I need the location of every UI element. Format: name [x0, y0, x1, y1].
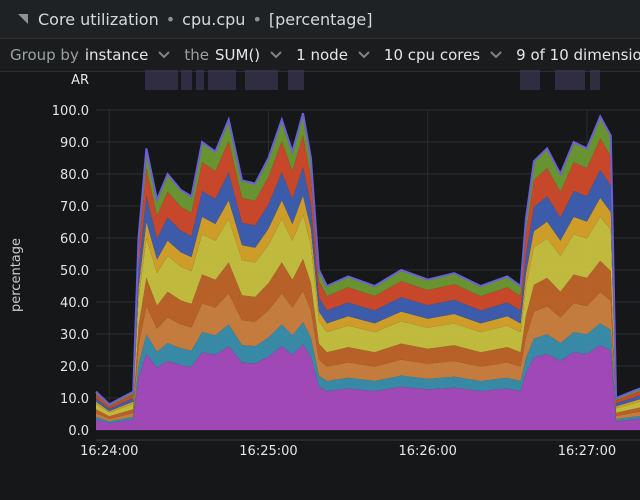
aggregation-value: SUM() [215, 46, 261, 64]
y-tick-label: 0.0 [68, 424, 89, 439]
anomaly-rate-bar [288, 70, 304, 90]
anomaly-row-label: AR [71, 73, 89, 88]
anomaly-rate-bar [181, 70, 192, 90]
area-layer [96, 322, 640, 424]
anomaly-rate-bar [196, 70, 204, 90]
anomaly-rate-bar [145, 70, 178, 90]
nodes-value: 1 node [296, 46, 348, 64]
y-tick-label: 30.0 [60, 328, 89, 343]
anomaly-rate-bar [555, 70, 585, 90]
chart-title: Core utilization [38, 9, 159, 29]
y-tick-label: 100.0 [52, 104, 89, 119]
chevron-down-icon [158, 51, 171, 59]
y-tick-label: 90.0 [60, 136, 89, 151]
chevron-down-icon [270, 51, 282, 59]
series-top-line [95, 112, 640, 406]
chart-toolbar: Group by instance the SUM() 1 node 10 cp… [0, 39, 640, 72]
x-tick-label: 16:25:00 [239, 444, 297, 459]
x-tick-label: 16:27:00 [558, 444, 616, 459]
y-tick-label: 80.0 [60, 168, 89, 183]
instances-dropdown[interactable]: 10 cpu cores [384, 46, 516, 64]
chart-title-bar: Core utilization • cpu.cpu • [percentage… [0, 0, 640, 39]
chevron-down-icon [490, 51, 502, 59]
area-layer [96, 258, 640, 419]
y-tick-label: 40.0 [60, 296, 89, 311]
anomaly-rate-bar [208, 70, 236, 90]
anomaly-rate-bar [520, 70, 540, 90]
nodes-dropdown[interactable]: 1 node [296, 46, 384, 64]
title-separator: • [252, 9, 262, 29]
area-layer [96, 344, 640, 430]
chevron-down-icon [358, 51, 370, 59]
chart-context: cpu.cpu [182, 9, 246, 29]
x-tick-label: 16:26:00 [399, 444, 457, 459]
x-tick-label: 16:24:00 [80, 444, 138, 459]
y-tick-label: 50.0 [60, 264, 89, 279]
instances-value: 10 cpu cores [383, 46, 481, 64]
anomaly-rate-bar [590, 70, 600, 90]
y-tick-label: 20.0 [60, 360, 89, 375]
y-tick-label: 10.0 [60, 392, 89, 407]
y-tick-label: 70.0 [60, 200, 89, 215]
anomaly-rate-bar [245, 70, 278, 90]
y-axis-label: percentage [9, 238, 24, 312]
y-tick-label: 60.0 [60, 232, 89, 247]
dimensions-dropdown[interactable]: 9 of 10 dimensions [516, 46, 640, 64]
aggregation-dropdown[interactable]: the SUM() [184, 46, 296, 64]
group-by-dropdown[interactable]: Group by instance [10, 46, 184, 64]
dimensions-value: 9 of 10 dimensions [516, 46, 640, 64]
area-layer [96, 290, 640, 422]
title-separator: • [165, 9, 176, 29]
area-layer [96, 214, 640, 417]
group-by-prefix: Group by [10, 46, 79, 64]
group-by-value: instance [84, 46, 149, 64]
chart-collapse-icon[interactable] [16, 12, 30, 26]
chart-units: [percentage] [268, 9, 373, 29]
aggregation-prefix: the [184, 46, 210, 64]
